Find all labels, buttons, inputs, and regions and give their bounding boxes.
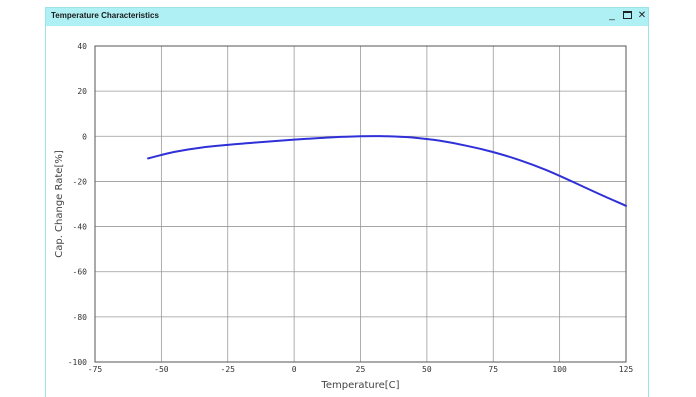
y-tick-label-5: -60 [73,268,88,277]
x-tick-label-5: 50 [422,365,432,374]
minimize-button[interactable]: _ [609,10,615,21]
x-tick-label-2: -25 [221,365,236,374]
axis-ticks: -75 -50 -25 0 25 50 75 100 125 40 20 0 -20 -40 -60 -80 -… [68,42,634,374]
x-tick-label-0: -75 [88,365,103,374]
maximize-button[interactable] [621,9,633,23]
x-tick-label-1: -50 [154,365,169,374]
close-button[interactable]: ✕ [637,10,647,21]
x-tick-label-6: 75 [488,365,498,374]
window-titlebar[interactable]: Temperature Characteristics _ ✕ [46,8,648,26]
y-tick-label-2: 0 [82,132,87,141]
y-tick-label-7: -100 [68,358,87,367]
chart-grid [94,45,627,363]
plot-frame [94,45,627,363]
chart-window: Temperature Characteristics _ ✕ [45,7,649,397]
y-tick-label-4: -40 [73,223,88,232]
window-title: Temperature Characteristics [51,11,159,20]
x-tick-label-8: 125 [619,365,634,374]
series-line-0 [147,135,627,207]
y-tick-label-0: 40 [77,42,87,51]
x-tick-label-3: 0 [292,365,297,374]
y-axis-label: Cap. Change Rate[%] [54,150,65,258]
maximize-icon [622,11,632,20]
y-tick-label-1: 20 [77,87,87,96]
y-tick-label-3: -20 [73,177,88,186]
x-axis-label: Temperature[C] [320,380,399,391]
y-tick-label-6: -80 [73,313,88,322]
x-tick-label-7: 100 [552,365,567,374]
x-tick-label-4: 25 [356,365,366,374]
